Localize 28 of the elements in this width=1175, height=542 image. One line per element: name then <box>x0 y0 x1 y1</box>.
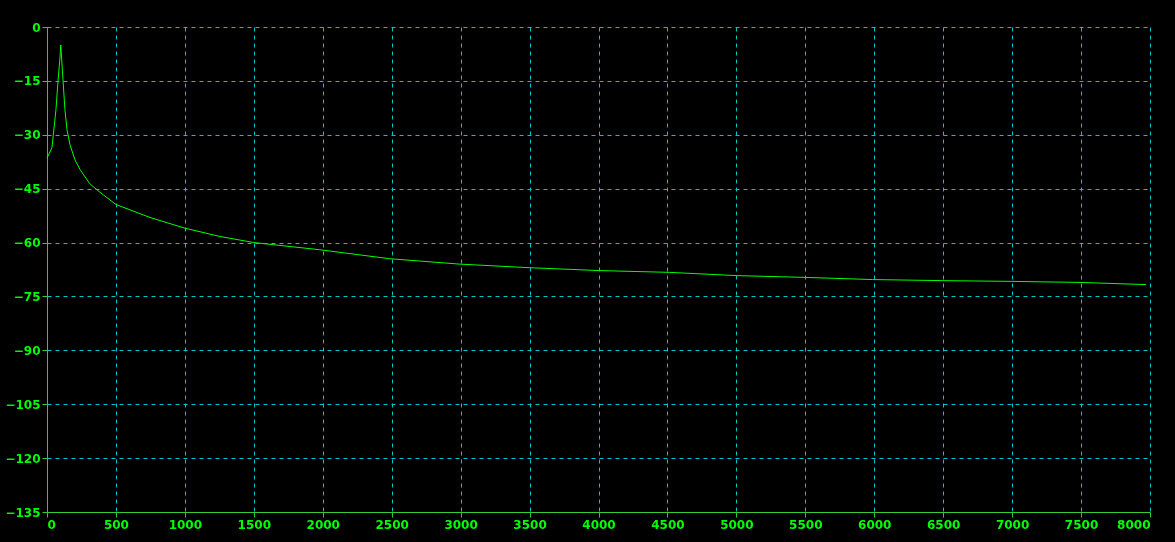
y-tick-label: −30 <box>13 128 41 143</box>
x-tick-label: 7000 <box>995 517 1030 532</box>
x-tick-label: 8000 <box>1117 517 1151 532</box>
x-tick-label: 0 <box>47 517 56 532</box>
x-tick-label: 1500 <box>237 517 272 532</box>
x-tick-label: 3500 <box>513 517 547 532</box>
y-tick-label: −135 <box>5 505 41 520</box>
x-tick-label: 1000 <box>168 517 203 532</box>
x-tick-label: 6000 <box>858 517 892 532</box>
x-tick-label: 500 <box>103 517 129 532</box>
x-tick-label: 7500 <box>1064 517 1099 532</box>
y-tick-label: −105 <box>5 397 41 412</box>
line-series <box>46 44 1147 286</box>
x-tick-label: 2000 <box>306 517 340 532</box>
y-tick-label: −120 <box>5 451 41 466</box>
x-tick-label: 5000 <box>720 517 754 532</box>
x-tick-label: 2500 <box>375 517 409 532</box>
y-tick-label: −60 <box>13 236 41 251</box>
y-tick-label: −75 <box>13 289 41 304</box>
x-tick-label: 6500 <box>926 517 961 532</box>
x-tick-label: 3000 <box>444 517 478 532</box>
y-tick-label: 0 <box>32 20 41 35</box>
y-tick-label: −15 <box>13 74 41 89</box>
x-tick-label: 4500 <box>651 517 685 532</box>
x-tick-label: 5500 <box>789 517 823 532</box>
x-tick-label: 4000 <box>582 517 616 532</box>
y-tick-label: −90 <box>13 343 41 358</box>
y-tick-label: −45 <box>13 182 41 197</box>
